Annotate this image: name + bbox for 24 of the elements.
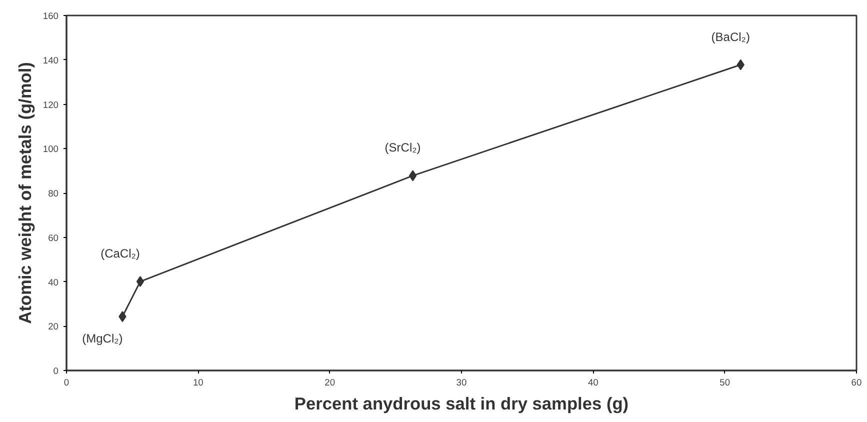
annotation: (BaCl₂) [711, 30, 750, 44]
x-tick-label: 30 [456, 378, 467, 388]
annotation: (MgCl₂) [82, 332, 123, 346]
x-tick-label: 60 [851, 378, 862, 388]
y-tick-label: 160 [42, 11, 59, 21]
x-axis-title: Percent anydrous salt in dry samples (g) [294, 394, 629, 414]
y-tick-label: 80 [48, 188, 59, 198]
x-tick-label: 50 [720, 378, 730, 388]
y-tick-label: 120 [42, 100, 59, 110]
annotation: (SrCl₂) [384, 140, 421, 155]
y-tick-label: 40 [48, 277, 59, 288]
y-tick-label: 60 [48, 232, 59, 243]
y-tick-label: 20 [48, 322, 59, 332]
y-axis-title: Atomic weight of metals (g/mol) [14, 62, 35, 324]
x-tick-label: 20 [324, 378, 336, 388]
annotation: (CaCl₂) [100, 246, 140, 261]
y-tick-label: 100 [42, 144, 59, 154]
x-tick-label: 0 [64, 378, 70, 388]
y-tick-label: 0 [53, 366, 59, 376]
x-tick-label: 10 [192, 378, 204, 388]
y-tick-label: 140 [42, 55, 59, 66]
x-tick-label: 40 [588, 378, 598, 388]
point [408, 170, 417, 182]
point [136, 276, 144, 288]
